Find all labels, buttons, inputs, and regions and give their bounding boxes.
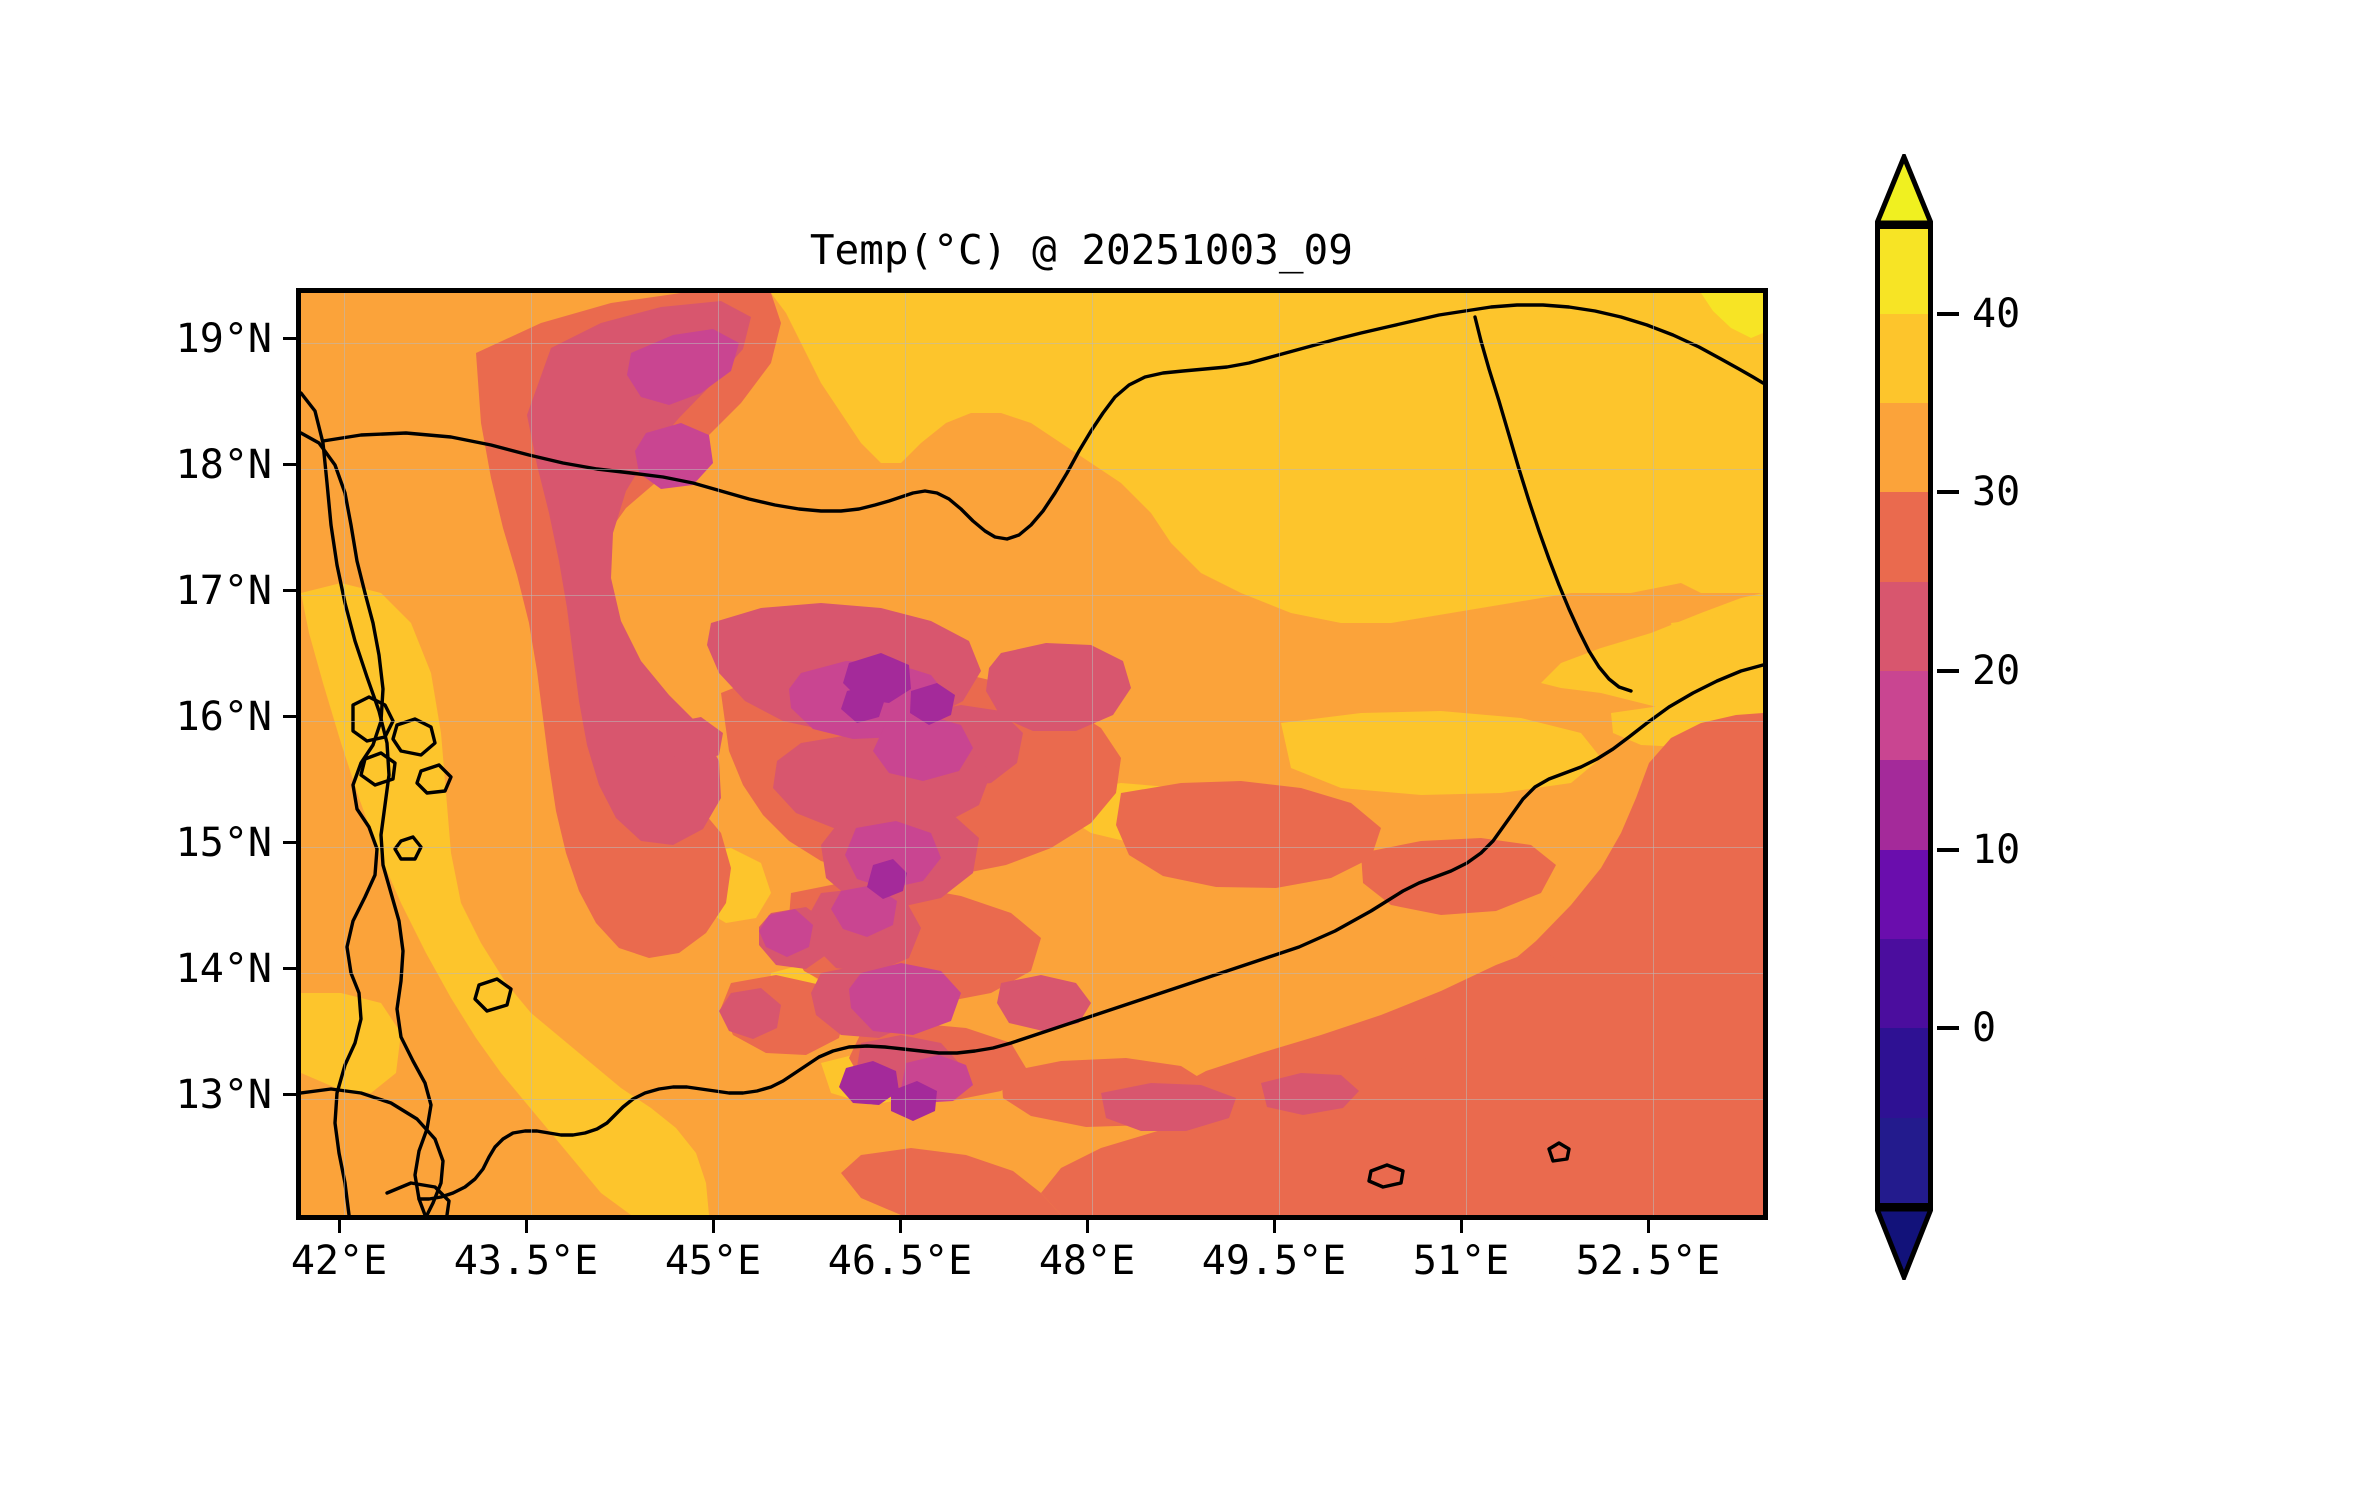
y-tick-label: 13°N	[175, 1072, 272, 1118]
colorbar-tick-label: 20	[1972, 648, 2021, 694]
colorbar-band	[1875, 492, 1933, 582]
y-tick-mark	[283, 463, 296, 466]
x-tick-label: 45°E	[664, 1238, 762, 1284]
map-contour-field	[301, 293, 1763, 1215]
colorbar-tick	[1937, 312, 1959, 316]
gridline-vertical	[905, 293, 906, 1215]
gridline-vertical	[1279, 293, 1280, 1215]
colorbar-tick-label: 10	[1972, 827, 2021, 873]
colorbar-band	[1875, 1118, 1933, 1208]
x-tick-mark	[1273, 1220, 1276, 1233]
gridline-horizontal	[301, 469, 1763, 470]
x-tick-mark	[1086, 1220, 1089, 1233]
gridline-horizontal	[301, 343, 1763, 344]
gridline-vertical	[531, 293, 532, 1215]
colorbar-under-arrow	[1875, 1206, 1933, 1280]
colorbar-tick	[1937, 669, 1959, 673]
colorbar-tick-label: 0	[1972, 1005, 1997, 1051]
colorbar-band	[1875, 224, 1933, 314]
colorbar-band	[1875, 850, 1933, 939]
gridline-horizontal	[301, 1099, 1763, 1100]
x-tick-mark	[1460, 1220, 1463, 1233]
x-tick-label: 49.5°E	[1201, 1238, 1347, 1284]
x-tick-label: 51°E	[1412, 1238, 1510, 1284]
gridline-horizontal	[301, 973, 1763, 974]
x-tick-label: 48°E	[1038, 1238, 1136, 1284]
colorbar-tick-label: 30	[1972, 469, 2021, 515]
colorbar-over-arrow	[1875, 154, 1933, 226]
x-tick-label: 42°E	[290, 1238, 388, 1284]
x-tick-label: 46.5°E	[827, 1238, 973, 1284]
gridline-vertical	[1466, 293, 1467, 1215]
colorbar-band	[1875, 760, 1933, 850]
gridline-horizontal	[301, 595, 1763, 596]
y-tick-mark	[283, 1093, 296, 1096]
x-tick-mark	[1647, 1220, 1650, 1233]
x-tick-mark	[712, 1220, 715, 1233]
x-tick-mark	[899, 1220, 902, 1233]
colorbar-tick	[1937, 1026, 1959, 1030]
map-axes[interactable]	[296, 288, 1768, 1220]
colorbar[interactable]	[1875, 224, 1933, 1208]
y-tick-label: 16°N	[175, 694, 272, 740]
title-line-1: Temp(°C) @ 20251003_09	[809, 226, 1353, 274]
temperature-contour-svg	[301, 293, 1763, 1215]
y-tick-mark	[283, 589, 296, 592]
colorbar-tick-label: 40	[1972, 291, 2021, 337]
colorbar-band	[1875, 403, 1933, 492]
gridline-horizontal	[301, 721, 1763, 722]
colorbar-tick	[1937, 848, 1959, 852]
gridline-vertical	[1092, 293, 1093, 1215]
colorbar-tick	[1937, 490, 1959, 494]
y-tick-label: 15°N	[175, 820, 272, 866]
x-tick-mark	[338, 1220, 341, 1233]
colorbar-band	[1875, 1028, 1933, 1118]
colorbar-band	[1875, 939, 1933, 1028]
y-tick-label: 14°N	[175, 946, 272, 992]
gridline-vertical	[718, 293, 719, 1215]
y-tick-label: 18°N	[175, 442, 272, 488]
y-tick-label: 17°N	[175, 568, 272, 614]
gridline-horizontal	[301, 847, 1763, 848]
gridline-vertical	[344, 293, 345, 1215]
colorbar-band	[1875, 671, 1933, 760]
x-tick-mark	[525, 1220, 528, 1233]
x-tick-label: 43.5°E	[453, 1238, 599, 1284]
gridline-vertical	[1653, 293, 1654, 1215]
y-tick-label: 19°N	[175, 316, 272, 362]
y-tick-mark	[283, 967, 296, 970]
colorbar-band	[1875, 314, 1933, 403]
y-tick-mark	[283, 715, 296, 718]
y-tick-mark	[283, 841, 296, 844]
y-tick-mark	[283, 337, 296, 340]
x-tick-label: 52.5°E	[1575, 1238, 1721, 1284]
colorbar-band	[1875, 582, 1933, 671]
